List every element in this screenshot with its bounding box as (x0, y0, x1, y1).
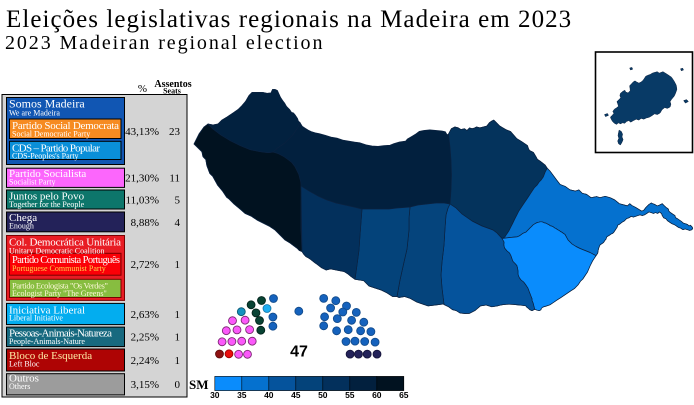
svg-text:35: 35 (237, 390, 247, 400)
svg-text:Portuguese Communist Party: Portuguese Communist Party (12, 264, 106, 273)
svg-text:Social Democratic Party: Social Democratic Party (12, 130, 90, 139)
svg-text:Partido Socialista: Partido Socialista (9, 168, 86, 180)
svg-text:Unitary Democratic Coalition: Unitary Democratic Coalition (9, 246, 105, 255)
svg-text:55: 55 (345, 390, 355, 400)
svg-text:2,72%: 2,72% (131, 259, 159, 271)
svg-text:Chega: Chega (9, 212, 37, 224)
svg-text:Together for the People: Together for the People (9, 200, 85, 209)
svg-text:65: 65 (399, 390, 409, 400)
svg-text:We are Madeira: We are Madeira (9, 109, 60, 118)
svg-text:Col. Democrática Unitária: Col. Democrática Unitária (9, 237, 121, 249)
svg-text:Ecologist Party "The Greens": Ecologist Party "The Greens" (12, 289, 107, 298)
svg-text:CDS-Peoples's Party: CDS-Peoples's Party (12, 151, 79, 160)
svg-text:43,13%: 43,13% (125, 126, 159, 138)
svg-text:Somos Madeira: Somos Madeira (9, 97, 85, 111)
svg-text:Socialist Party: Socialist Party (9, 178, 55, 187)
svg-text:40: 40 (264, 390, 274, 400)
svg-text:2,24%: 2,24% (131, 355, 159, 367)
svg-text:0: 0 (175, 379, 181, 391)
svg-text:50: 50 (318, 390, 328, 400)
svg-text:2,63%: 2,63% (131, 309, 159, 321)
svg-text:1: 1 (175, 309, 181, 321)
svg-text:Partido Comunista Português: Partido Comunista Português (12, 255, 120, 266)
svg-text:4: 4 (175, 217, 181, 229)
svg-text:2,25%: 2,25% (131, 332, 159, 344)
svg-text:Bloco de Esquerda: Bloco de Esquerda (9, 350, 92, 362)
svg-text:Liberal Initiative: Liberal Initiative (9, 314, 63, 323)
svg-text:SM: SM (189, 377, 209, 392)
svg-text:11: 11 (169, 173, 180, 185)
svg-text:8,88%: 8,88% (131, 217, 159, 229)
svg-text:Partido Social Democrata: Partido Social Democrata (12, 120, 119, 132)
svg-text:Seats: Seats (163, 87, 181, 96)
svg-text:Partido Ecologista "Os Verdes": Partido Ecologista "Os Verdes" (12, 280, 108, 290)
svg-text:47: 47 (290, 344, 308, 361)
svg-text:Juntos pelo Povo: Juntos pelo Povo (9, 190, 85, 202)
svg-text:23: 23 (169, 126, 181, 138)
svg-text:5: 5 (175, 194, 181, 206)
svg-text:60: 60 (372, 390, 382, 400)
svg-text:1: 1 (175, 259, 181, 271)
svg-text:Others: Others (9, 382, 30, 391)
svg-text:45: 45 (291, 390, 301, 400)
svg-text:Outros: Outros (9, 373, 39, 385)
svg-text:%: % (138, 83, 147, 95)
svg-text:Pessoas-Animais-Natureza: Pessoas-Animais-Natureza (9, 328, 112, 340)
svg-text:21,30%: 21,30% (125, 173, 159, 185)
svg-text:1: 1 (175, 355, 181, 367)
svg-text:Left Bloc: Left Bloc (9, 359, 40, 368)
svg-text:30: 30 (210, 390, 220, 400)
svg-text:3,15%: 3,15% (131, 379, 159, 391)
svg-text:CDS – Partido Popular: CDS – Partido Popular (12, 142, 100, 154)
svg-text:People-Animals-Nature: People-Animals-Nature (9, 337, 85, 346)
svg-text:Iniciativa Liberal: Iniciativa Liberal (9, 304, 85, 316)
svg-text:1: 1 (175, 332, 181, 344)
svg-text:11,03%: 11,03% (125, 194, 159, 206)
svg-text:Assentos: Assentos (154, 79, 191, 90)
svg-text:Enough: Enough (9, 222, 34, 231)
